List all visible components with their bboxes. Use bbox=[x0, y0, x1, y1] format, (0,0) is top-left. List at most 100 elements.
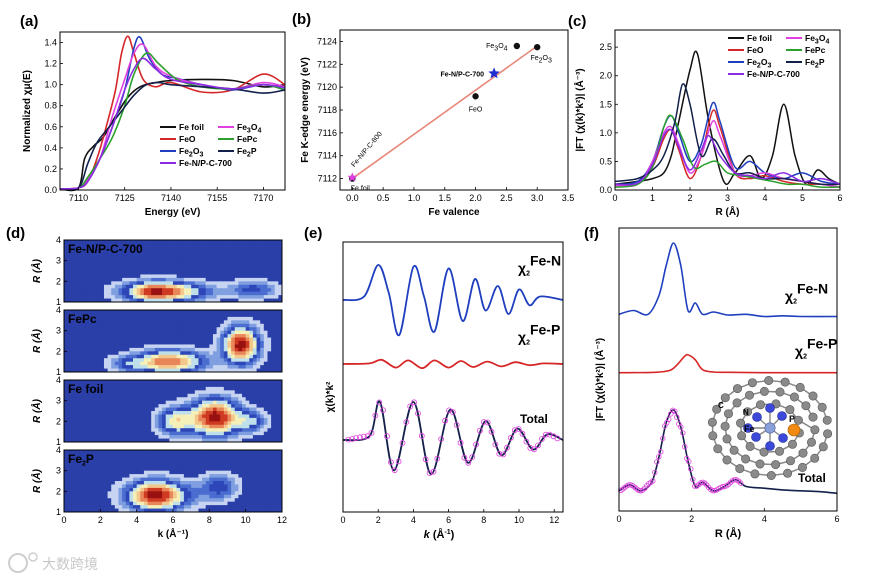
heatmap-cell bbox=[154, 316, 159, 321]
heatmap-cell bbox=[260, 397, 265, 402]
heatmap-cell bbox=[85, 386, 90, 391]
heatmap-cell bbox=[198, 393, 203, 398]
heatmap-cell bbox=[252, 298, 257, 303]
heatmap-cell bbox=[100, 474, 105, 478]
heatmap-cell bbox=[252, 424, 257, 429]
heatmap-cell bbox=[271, 330, 276, 335]
heatmap-cell bbox=[238, 494, 243, 499]
heatmap-cell bbox=[231, 327, 236, 332]
heatmap-cell bbox=[173, 435, 178, 439]
heatmap-cell bbox=[154, 431, 159, 436]
heatmap-cell bbox=[234, 424, 239, 429]
heatmap-cell bbox=[82, 277, 87, 282]
heatmap-cell bbox=[107, 438, 112, 443]
heatmap-cell bbox=[165, 393, 170, 398]
heatmap-cell bbox=[129, 404, 134, 408]
heatmap-cell bbox=[64, 243, 69, 248]
heatmap-cell bbox=[234, 456, 239, 461]
heatmap-cell bbox=[216, 424, 221, 429]
heatmap-cell bbox=[133, 470, 138, 475]
heatmap-cell bbox=[220, 291, 225, 296]
heatmap-cell bbox=[194, 487, 199, 492]
heatmap-cell bbox=[140, 354, 145, 359]
heatmap-cell bbox=[278, 264, 283, 268]
heatmap-cell bbox=[169, 450, 174, 454]
heatmap-cell bbox=[202, 313, 207, 318]
heatmap-cell bbox=[111, 240, 116, 244]
heatmap-cell bbox=[114, 417, 119, 422]
heatmap-cell bbox=[183, 421, 188, 426]
heatmap-cell bbox=[64, 508, 69, 513]
carbon-atom bbox=[736, 418, 746, 428]
heatmap-cell bbox=[205, 250, 210, 255]
data-marker bbox=[380, 407, 387, 414]
heatmap-cell bbox=[252, 397, 257, 402]
heatmap-cell bbox=[252, 295, 257, 299]
heatmap-cell bbox=[260, 250, 265, 255]
heatmap-cell bbox=[78, 298, 83, 303]
heatmap-cell bbox=[114, 414, 119, 419]
heatmap-cell bbox=[74, 365, 79, 369]
panel-label: (f) bbox=[584, 225, 599, 242]
heatmap-cell bbox=[122, 341, 127, 345]
heatmap-cell bbox=[107, 295, 112, 299]
x-tick-label: 6 bbox=[837, 193, 842, 203]
heatmap-cell bbox=[111, 260, 116, 265]
heatmap-cell bbox=[183, 313, 188, 318]
heatmap-cell bbox=[122, 358, 127, 363]
heatmap-cell bbox=[129, 501, 134, 506]
heatmap-cell bbox=[158, 498, 163, 503]
heatmap-cell bbox=[147, 365, 152, 369]
heatmap-cell bbox=[245, 347, 250, 352]
heatmap-cell bbox=[100, 271, 105, 275]
heatmap-cell bbox=[212, 505, 217, 509]
heatmap-cell bbox=[147, 368, 152, 373]
heatmap-cell bbox=[278, 295, 283, 299]
heatmap-cell bbox=[154, 397, 159, 402]
heatmap-cell bbox=[122, 484, 127, 489]
heatmap-cell bbox=[231, 267, 236, 272]
heatmap-cell bbox=[198, 470, 203, 475]
heatmap-cell bbox=[176, 498, 181, 503]
heatmap-cell bbox=[191, 264, 196, 268]
y-tick-label: 0.5 bbox=[599, 156, 612, 166]
heatmap-cell bbox=[143, 243, 148, 248]
heatmap-cell bbox=[234, 481, 239, 485]
heatmap-cell bbox=[252, 505, 257, 509]
heatmap-cell bbox=[103, 508, 108, 513]
heatmap-cell bbox=[151, 351, 156, 356]
heatmap-cell bbox=[274, 411, 279, 415]
heatmap-cell bbox=[249, 428, 254, 433]
heatmap-cell bbox=[93, 435, 98, 439]
heatmap-cell bbox=[191, 414, 196, 419]
heatmap-cell bbox=[122, 383, 127, 388]
heatmap-cell bbox=[71, 438, 76, 443]
heatmap-cell bbox=[183, 397, 188, 402]
heatmap-cell bbox=[89, 453, 94, 458]
series-label: χ2Fe-N bbox=[785, 281, 828, 306]
heatmap-cell bbox=[114, 477, 119, 482]
heatmap-cell bbox=[67, 484, 72, 489]
heatmap-cell bbox=[180, 344, 185, 349]
heatmap-cell bbox=[220, 327, 225, 332]
heatmap-cell bbox=[158, 460, 163, 465]
heatmap-cell bbox=[263, 291, 268, 296]
heatmap-cell bbox=[103, 390, 108, 395]
heatmap-cell bbox=[231, 453, 236, 458]
heatmap-cell bbox=[238, 407, 243, 412]
heatmap-cell bbox=[202, 428, 207, 433]
heatmap-cell bbox=[133, 450, 138, 454]
heatmap-cell bbox=[169, 467, 174, 472]
heatmap-cell bbox=[165, 467, 170, 472]
heatmap-cell bbox=[129, 494, 134, 499]
heatmap-cell bbox=[125, 337, 130, 342]
data-marker bbox=[690, 476, 696, 483]
heatmap-cell bbox=[78, 383, 83, 388]
heatmap-cell bbox=[223, 390, 228, 395]
heatmap-cell bbox=[136, 404, 141, 408]
nitrogen-atom bbox=[743, 423, 753, 433]
heatmap-cell bbox=[103, 334, 108, 338]
heatmap-cell bbox=[231, 323, 236, 328]
heatmap-cell bbox=[89, 240, 94, 244]
heatmap-cell bbox=[82, 260, 87, 265]
